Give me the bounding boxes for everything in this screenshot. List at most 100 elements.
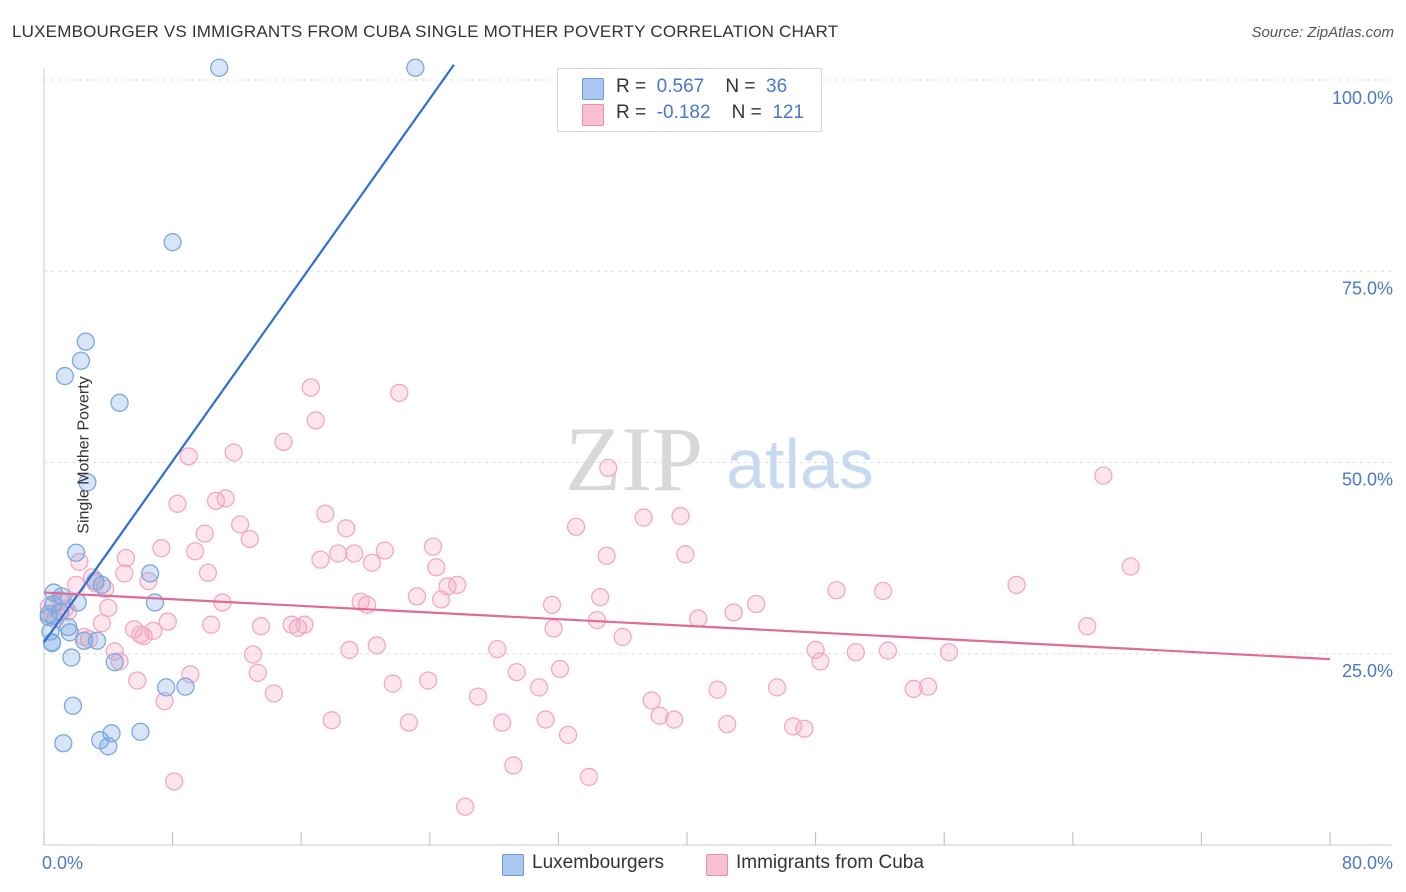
data-point: [102, 724, 121, 743]
legend-r-value: -0.182: [656, 102, 711, 123]
x-tick-label: 0.0%: [42, 853, 83, 873]
data-point: [650, 706, 669, 725]
data-point: [597, 546, 616, 565]
data-point: [110, 393, 129, 412]
data-point: [67, 543, 86, 562]
data-point: [904, 679, 923, 699]
legend-r-label: R =: [616, 102, 647, 123]
data-point: [1094, 466, 1113, 485]
data-point: [322, 711, 341, 730]
data-point: [274, 432, 293, 451]
data-point: [406, 58, 425, 77]
watermark: ZIP atlas: [565, 408, 874, 510]
data-point: [492, 713, 512, 732]
data-point: [144, 621, 163, 640]
data-point: [158, 612, 177, 631]
data-point: [846, 643, 865, 662]
bottom-legend-swatch-blue: [502, 854, 524, 876]
data-point: [407, 587, 427, 606]
data-point: [746, 594, 766, 614]
data-point: [708, 680, 727, 699]
data-point: [116, 548, 136, 568]
data-point: [427, 558, 446, 577]
data-point: [529, 678, 549, 697]
data-point: [264, 684, 284, 703]
data-point: [390, 383, 409, 403]
data-point: [550, 659, 570, 679]
data-point: [1078, 617, 1097, 636]
data-point: [676, 545, 695, 564]
data-point: [689, 609, 708, 628]
data-point: [60, 623, 79, 642]
data-point: [92, 575, 112, 595]
data-point: [248, 663, 267, 683]
data-point: [767, 678, 787, 697]
data-point: [210, 58, 229, 77]
legend-n-value: 121: [772, 102, 805, 123]
data-point: [179, 447, 198, 466]
legend-swatch-pink: [582, 104, 604, 126]
data-point: [176, 677, 195, 696]
data-point: [311, 550, 330, 569]
data-point: [71, 351, 91, 370]
data-point: [185, 542, 205, 561]
data-point: [165, 772, 184, 791]
data-point: [76, 332, 95, 351]
data-point: [54, 734, 73, 753]
tick-labels: 25.0% 50.0% 75.0% 100.0% 0.0% 80.0%: [42, 88, 1393, 873]
data-point: [337, 519, 356, 538]
data-point: [329, 544, 348, 563]
data-point: [128, 671, 147, 690]
source-credit: Source: ZipAtlas.com: [1251, 24, 1394, 41]
data-point: [163, 233, 182, 252]
watermark-atlas: atlas: [726, 425, 874, 503]
y-axis-label: Single Mother Poverty: [75, 376, 93, 534]
data-point: [251, 617, 271, 636]
y-tick-label: 100.0%: [1332, 88, 1393, 108]
data-point: [316, 504, 335, 523]
axes: [43, 68, 1392, 846]
data-point: [230, 515, 250, 534]
data-point: [362, 553, 382, 572]
data-point: [155, 692, 174, 711]
data-point: [542, 595, 562, 614]
x-tick-label: 80.0%: [1342, 853, 1393, 873]
legend-n-label: N =: [725, 76, 756, 97]
bottom-legend-label: Luxembourgers: [532, 852, 665, 873]
data-point: [795, 719, 814, 738]
data-point: [168, 494, 187, 513]
series-layer: [39, 58, 1140, 816]
data-point: [306, 411, 325, 430]
data-point: [345, 544, 364, 563]
data-point: [918, 677, 938, 696]
data-point: [579, 767, 599, 787]
data-point: [456, 797, 475, 816]
data-point: [419, 671, 438, 690]
data-point: [447, 575, 467, 595]
data-point: [134, 627, 153, 646]
grid-lines: [44, 79, 1392, 655]
data-point: [92, 614, 112, 633]
data-point: [78, 473, 97, 492]
data-point: [243, 645, 263, 664]
bottom-legend-label: Immigrants from Cuba: [736, 852, 924, 873]
legend-swatch-blue: [582, 78, 604, 100]
data-point: [566, 517, 586, 536]
data-point: [599, 458, 618, 478]
data-point: [939, 643, 959, 662]
data-point: [423, 537, 443, 556]
data-point: [873, 581, 893, 601]
data-point: [195, 524, 214, 543]
y-tick-label: 25.0%: [1342, 661, 1393, 681]
data-point: [157, 678, 176, 697]
data-point: [152, 539, 171, 558]
data-point: [115, 564, 134, 583]
data-point: [357, 595, 377, 614]
data-point: [468, 687, 488, 706]
legend-r-label: R =: [616, 76, 647, 97]
data-point: [52, 587, 71, 606]
data-point: [671, 506, 690, 526]
y-tick-label: 50.0%: [1342, 470, 1393, 490]
data-point: [544, 619, 563, 638]
trend-layer: [43, 64, 1331, 661]
